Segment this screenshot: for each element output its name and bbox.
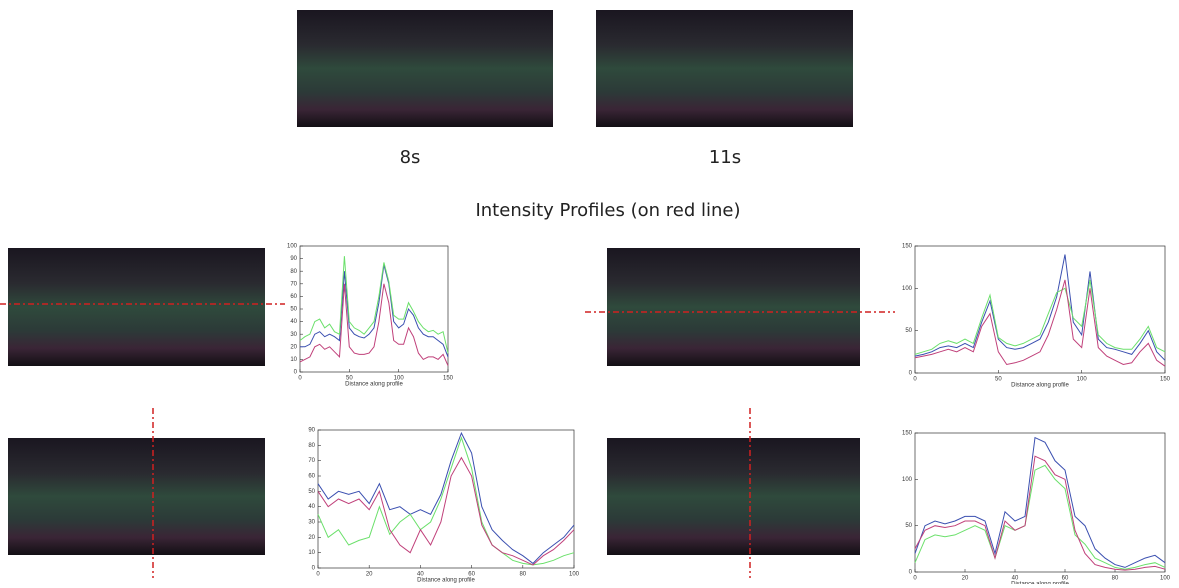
y-tick-label: 20 xyxy=(308,535,315,541)
y-tick-label: 50 xyxy=(308,489,315,495)
line-chart: 050100150020406080100Distance along prof… xyxy=(902,431,1171,584)
x-tick-label: 80 xyxy=(519,572,526,578)
y-tick-label: 100 xyxy=(902,477,913,483)
y-tick-label: 0 xyxy=(312,566,316,572)
y-tick-label: 150 xyxy=(902,244,913,250)
x-tick-label: 0 xyxy=(298,376,302,382)
x-tick-label: 80 xyxy=(1112,576,1119,582)
x-tick-label: 50 xyxy=(995,377,1002,383)
y-tick-label: 60 xyxy=(290,294,297,300)
page: {"captions": ["8s", "11s"], "heading": "… xyxy=(0,0,1179,588)
frame-image xyxy=(297,10,553,127)
x-tick-label: 100 xyxy=(1160,576,1171,582)
y-tick-label: 60 xyxy=(308,474,315,480)
y-tick-label: 100 xyxy=(902,286,913,292)
x-tick-label: 20 xyxy=(366,572,373,578)
frame-image xyxy=(607,438,860,555)
frame-image xyxy=(607,248,860,366)
plot-frame xyxy=(300,246,448,372)
y-tick-label: 10 xyxy=(290,357,297,363)
y-tick-label: 0 xyxy=(909,371,913,377)
y-tick-label: 30 xyxy=(308,520,315,526)
heading: Intensity Profiles (on red line) xyxy=(475,200,740,221)
caption: 8s xyxy=(400,147,421,168)
y-tick-label: 50 xyxy=(905,523,912,529)
x-axis-label: Distance along profile xyxy=(345,382,403,388)
y-tick-label: 90 xyxy=(290,256,297,262)
y-tick-label: 50 xyxy=(905,328,912,334)
y-tick-label: 40 xyxy=(308,504,315,510)
x-tick-label: 0 xyxy=(316,572,320,578)
y-tick-label: 0 xyxy=(294,370,298,376)
y-tick-label: 150 xyxy=(902,431,913,437)
y-tick-label: 80 xyxy=(290,269,297,275)
frame-image xyxy=(8,248,265,366)
frame-image xyxy=(596,10,853,127)
x-tick-label: 20 xyxy=(962,576,969,582)
caption: 11s xyxy=(709,147,741,168)
y-tick-label: 50 xyxy=(290,307,297,313)
x-tick-label: 0 xyxy=(913,377,917,383)
x-tick-label: 150 xyxy=(443,376,454,382)
y-tick-label: 100 xyxy=(287,244,298,250)
y-tick-label: 90 xyxy=(308,428,315,434)
y-tick-label: 70 xyxy=(290,281,297,287)
y-tick-label: 40 xyxy=(290,319,297,325)
line-chart: 0 50 100 150 0 50 100 150 Distance along profile xyxy=(902,244,1171,389)
x-tick-label: 100 xyxy=(569,572,580,578)
x-tick-label: 0 xyxy=(913,576,917,582)
y-tick-label: 20 xyxy=(290,344,297,350)
plot-frame xyxy=(915,433,1165,572)
x-axis-label: Distance along profile xyxy=(1011,383,1069,389)
plot-frame xyxy=(915,246,1165,373)
y-tick-label: 30 xyxy=(290,332,297,338)
slide: 8s 11s Intensity Profiles (on red line) … xyxy=(0,0,1179,584)
frame-image xyxy=(8,438,265,555)
y-tick-label: 80 xyxy=(308,443,315,449)
y-tick-label: 10 xyxy=(308,550,315,556)
y-tick-label: 70 xyxy=(308,458,315,464)
x-tick-label: 150 xyxy=(1160,377,1171,383)
x-axis-label: Distance along profile xyxy=(417,578,475,584)
y-tick-label: 0 xyxy=(909,570,913,576)
x-tick-label: 100 xyxy=(1077,377,1088,383)
